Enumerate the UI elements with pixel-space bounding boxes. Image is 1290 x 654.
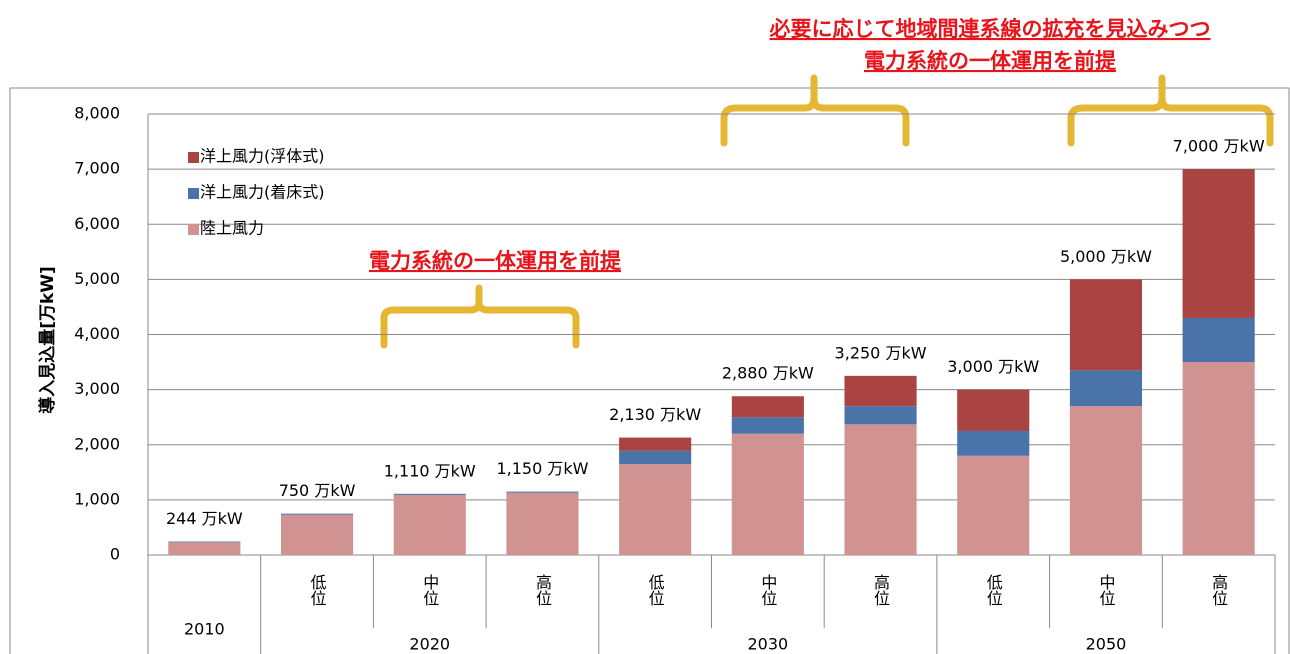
y-tick-label: 6,000 xyxy=(74,214,120,233)
legend-swatch xyxy=(188,152,199,163)
y-tick-label: 7,000 xyxy=(74,159,120,178)
group-label: 2050 xyxy=(1086,635,1127,654)
bar-segment xyxy=(280,514,354,555)
y-tick-label: 2,000 xyxy=(74,434,120,453)
bar-segment xyxy=(393,493,466,495)
bracket xyxy=(720,74,910,147)
bar-segment xyxy=(731,433,804,555)
bar-segment xyxy=(393,494,466,555)
bar-segment xyxy=(619,437,692,451)
bar-segment xyxy=(168,541,241,543)
annotation: 電力系統の一体運用を前提 xyxy=(369,249,622,273)
bar-segment xyxy=(1069,370,1143,407)
total-label: 5,000 万kW xyxy=(1060,247,1152,266)
legend-swatch xyxy=(188,224,199,235)
y-tick-label: 8,000 xyxy=(74,104,120,123)
bar-segment xyxy=(506,491,579,493)
x-tick-label: 中位 xyxy=(758,574,777,606)
bar-segment xyxy=(619,464,692,555)
bar-segment xyxy=(1182,317,1255,363)
y-axis-title: 導入見込量[万kW] xyxy=(37,266,58,414)
y-tick-label: 0 xyxy=(110,545,120,564)
x-tick-label: 中位 xyxy=(1096,574,1115,606)
group-label: 2020 xyxy=(409,635,450,654)
x-tick-label: 低位 xyxy=(646,574,665,606)
bar-segment xyxy=(1069,406,1143,555)
bar-segment xyxy=(1182,169,1255,318)
y-tick-label: 5,000 xyxy=(74,269,120,288)
total-label: 2,880 万kW xyxy=(722,364,814,383)
bar-segment xyxy=(731,417,804,434)
legend-label: 陸上風力 xyxy=(200,219,264,238)
x-tick-label: 低位 xyxy=(308,574,327,606)
y-tick-label: 3,000 xyxy=(74,379,120,398)
total-label: 750 万kW xyxy=(279,481,356,500)
bar-segment xyxy=(1069,279,1143,371)
total-label: 7,000 万kW xyxy=(1173,137,1265,156)
total-label: 1,110 万kW xyxy=(384,461,476,480)
annotation: 必要に応じて地域間連系線の拡充を見込みつつ xyxy=(770,17,1211,41)
bar-segment xyxy=(957,389,1030,431)
bar-segment xyxy=(957,455,1030,555)
bar-segment xyxy=(619,450,692,465)
legend-swatch xyxy=(188,188,199,199)
total-label: 244 万kW xyxy=(166,509,243,528)
bar-segment xyxy=(280,513,354,515)
annotation: 電力系統の一体運用を前提 xyxy=(864,49,1117,73)
legend-label: 洋上風力(浮体式) xyxy=(200,147,325,166)
x-tick-label: 高位 xyxy=(1209,574,1228,606)
x-tick-label: 低位 xyxy=(984,574,1003,606)
legend-label: 洋上風力(着床式) xyxy=(200,183,325,202)
bar-segment xyxy=(731,396,804,418)
bracket xyxy=(1067,74,1274,147)
x-tick-label: 高位 xyxy=(871,574,890,606)
bar-segment xyxy=(1182,362,1255,555)
bar-segment xyxy=(844,424,917,555)
x-tick-label: 高位 xyxy=(533,574,552,606)
y-tick-label: 1,000 xyxy=(74,489,120,508)
chart-frame xyxy=(9,87,1290,654)
y-tick-label: 4,000 xyxy=(74,324,120,343)
bar-segment xyxy=(844,406,917,425)
group-label: 2030 xyxy=(747,635,788,654)
group-label: 2010 xyxy=(184,620,225,639)
bar-segment xyxy=(957,430,1030,456)
bar-segment xyxy=(168,542,241,555)
total-label: 3,250 万kW xyxy=(835,343,927,362)
bar-segment xyxy=(506,492,579,555)
total-label: 3,000 万kW xyxy=(947,357,1039,376)
total-label: 1,150 万kW xyxy=(496,459,588,478)
bracket xyxy=(380,284,580,349)
total-label: 2,130 万kW xyxy=(609,405,701,424)
bar-segment xyxy=(844,375,917,407)
x-tick-label: 中位 xyxy=(420,574,439,606)
